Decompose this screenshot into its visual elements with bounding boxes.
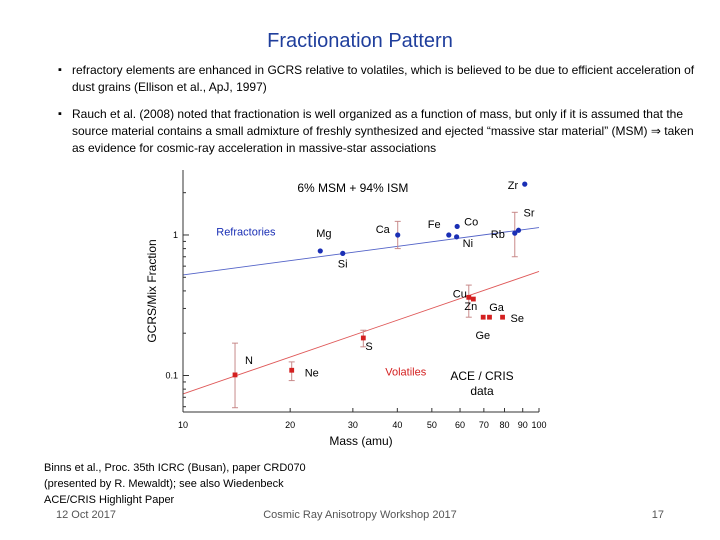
point-label: Ne bbox=[305, 367, 319, 379]
x-axis-label: Mass (amu) bbox=[329, 434, 392, 448]
x-tick-label: 20 bbox=[285, 420, 295, 430]
legend-volatiles: Volatiles bbox=[385, 367, 426, 379]
point-label: Si bbox=[338, 258, 348, 270]
slide-title: Fractionation Pattern bbox=[267, 30, 453, 52]
x-tick-label: 10 bbox=[178, 420, 188, 430]
point-label: Ge bbox=[475, 330, 490, 342]
data-point bbox=[466, 294, 472, 300]
x-tick-label: 30 bbox=[348, 420, 358, 430]
data-point bbox=[512, 230, 518, 236]
data-point bbox=[360, 335, 366, 341]
x-tick-label: 60 bbox=[455, 420, 465, 430]
citation-line: Binns et al., Proc. 35th ICRC (Busan), p… bbox=[44, 462, 306, 474]
ace-cris-label-line: data bbox=[470, 384, 494, 398]
point-label: S bbox=[365, 341, 372, 353]
bullet-item: ▪ Rauch et al. (2008) noted that fractio… bbox=[56, 106, 696, 157]
citation: Binns et al., Proc. 35th ICRC (Busan), p… bbox=[44, 460, 364, 508]
y-tick-label: 1 bbox=[173, 230, 178, 240]
bullet-text: refractory elements are enhanced in GCRS… bbox=[72, 63, 695, 94]
data-point bbox=[454, 223, 460, 230]
bullet-text: Rauch et al. (2008) noted that fractiona… bbox=[72, 107, 694, 155]
citation-line: (presented by R. Mewaldt); see also Wied… bbox=[44, 478, 284, 490]
citation-line: ACE/CRIS Highlight Paper bbox=[44, 494, 175, 506]
data-point bbox=[480, 314, 486, 320]
point-label: Ga bbox=[489, 302, 505, 314]
data-point bbox=[317, 248, 323, 254]
data-point bbox=[522, 181, 528, 187]
data-point bbox=[340, 250, 346, 256]
refractory-fit-line bbox=[182, 227, 540, 276]
x-tick-label: 40 bbox=[392, 420, 402, 430]
footer-date: 12 Oct 2017 bbox=[56, 509, 116, 521]
point-label: Co bbox=[464, 216, 478, 228]
bullet-list: ▪ refractory elements are enhanced in GC… bbox=[56, 62, 696, 167]
data-point bbox=[395, 232, 401, 238]
volatile-fit-line bbox=[182, 271, 540, 395]
point-label: Fe bbox=[428, 219, 441, 231]
point-label: Mg bbox=[316, 228, 331, 240]
bullet-marker-icon: ▪ bbox=[58, 108, 62, 120]
data-point bbox=[487, 314, 492, 320]
x-tick-label: 90 bbox=[518, 420, 528, 430]
legend-refractories: Refractories bbox=[216, 227, 276, 239]
point-label: Cu bbox=[453, 288, 467, 300]
data-point bbox=[470, 296, 476, 302]
x-tick-label: 100 bbox=[531, 420, 546, 430]
point-label: Ni bbox=[463, 238, 473, 250]
data-point bbox=[232, 372, 238, 378]
x-tick-label: 80 bbox=[499, 420, 509, 430]
data-point bbox=[446, 232, 452, 238]
x-tick-label: 50 bbox=[427, 420, 437, 430]
point-label: Ca bbox=[376, 224, 391, 236]
point-label: Rb bbox=[491, 229, 505, 241]
chart-title: 6% MSM + 94% ISM bbox=[297, 181, 408, 195]
ace-cris-label-line: ACE / CRIS bbox=[450, 369, 514, 383]
bullet-item: ▪ refractory elements are enhanced in GC… bbox=[56, 62, 696, 96]
bullet-marker-icon: ▪ bbox=[58, 64, 62, 76]
y-axis-label: GCRS/Mix Fraction bbox=[145, 239, 159, 342]
point-label: Se bbox=[511, 313, 524, 325]
data-point bbox=[500, 314, 505, 320]
data-point bbox=[515, 227, 522, 233]
footer-page-number: 17 bbox=[651, 509, 664, 521]
point-label: Sr bbox=[524, 207, 535, 219]
y-tick-label: 0.1 bbox=[165, 371, 178, 381]
footer-event: Cosmic Ray Anisotropy Workshop 2017 bbox=[263, 509, 457, 521]
point-label: N bbox=[245, 355, 253, 367]
x-tick-label: 70 bbox=[479, 420, 489, 430]
ace-cris-label: ACE / CRIS data bbox=[446, 369, 518, 399]
point-label: Zr bbox=[508, 180, 519, 192]
data-point bbox=[454, 234, 460, 240]
point-label: Zn bbox=[464, 301, 477, 313]
data-point bbox=[289, 367, 295, 373]
